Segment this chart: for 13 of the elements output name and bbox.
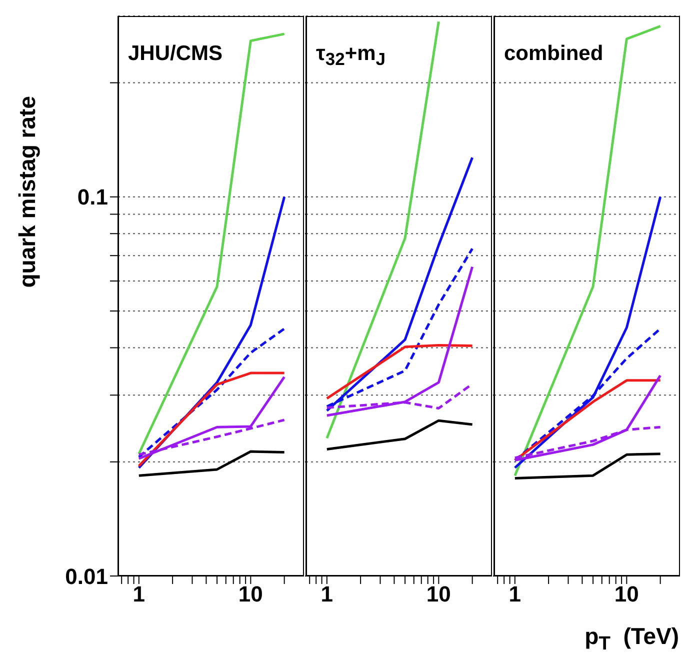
x-tick-label: 10 — [614, 582, 639, 607]
x-axis-title: p$_{T}$ (TeV) — [584, 623, 679, 656]
x-tick-label: 1 — [508, 582, 522, 607]
text: combined — [504, 42, 604, 66]
text: JHU/CMS — [128, 42, 223, 66]
x-tick-label: 10 — [238, 582, 263, 607]
y-tick-label: 0.1 — [77, 184, 108, 210]
x-tick-label: 1 — [132, 582, 146, 607]
x-tick-label: 10 — [426, 582, 451, 607]
text: τ$_{32}$+m$_{J}$ — [316, 42, 386, 70]
x-tick-label: 1 — [320, 582, 334, 607]
y-tick-label: 0.01 — [65, 564, 108, 589]
y-axis-title: quark mistag rate — [13, 96, 41, 288]
